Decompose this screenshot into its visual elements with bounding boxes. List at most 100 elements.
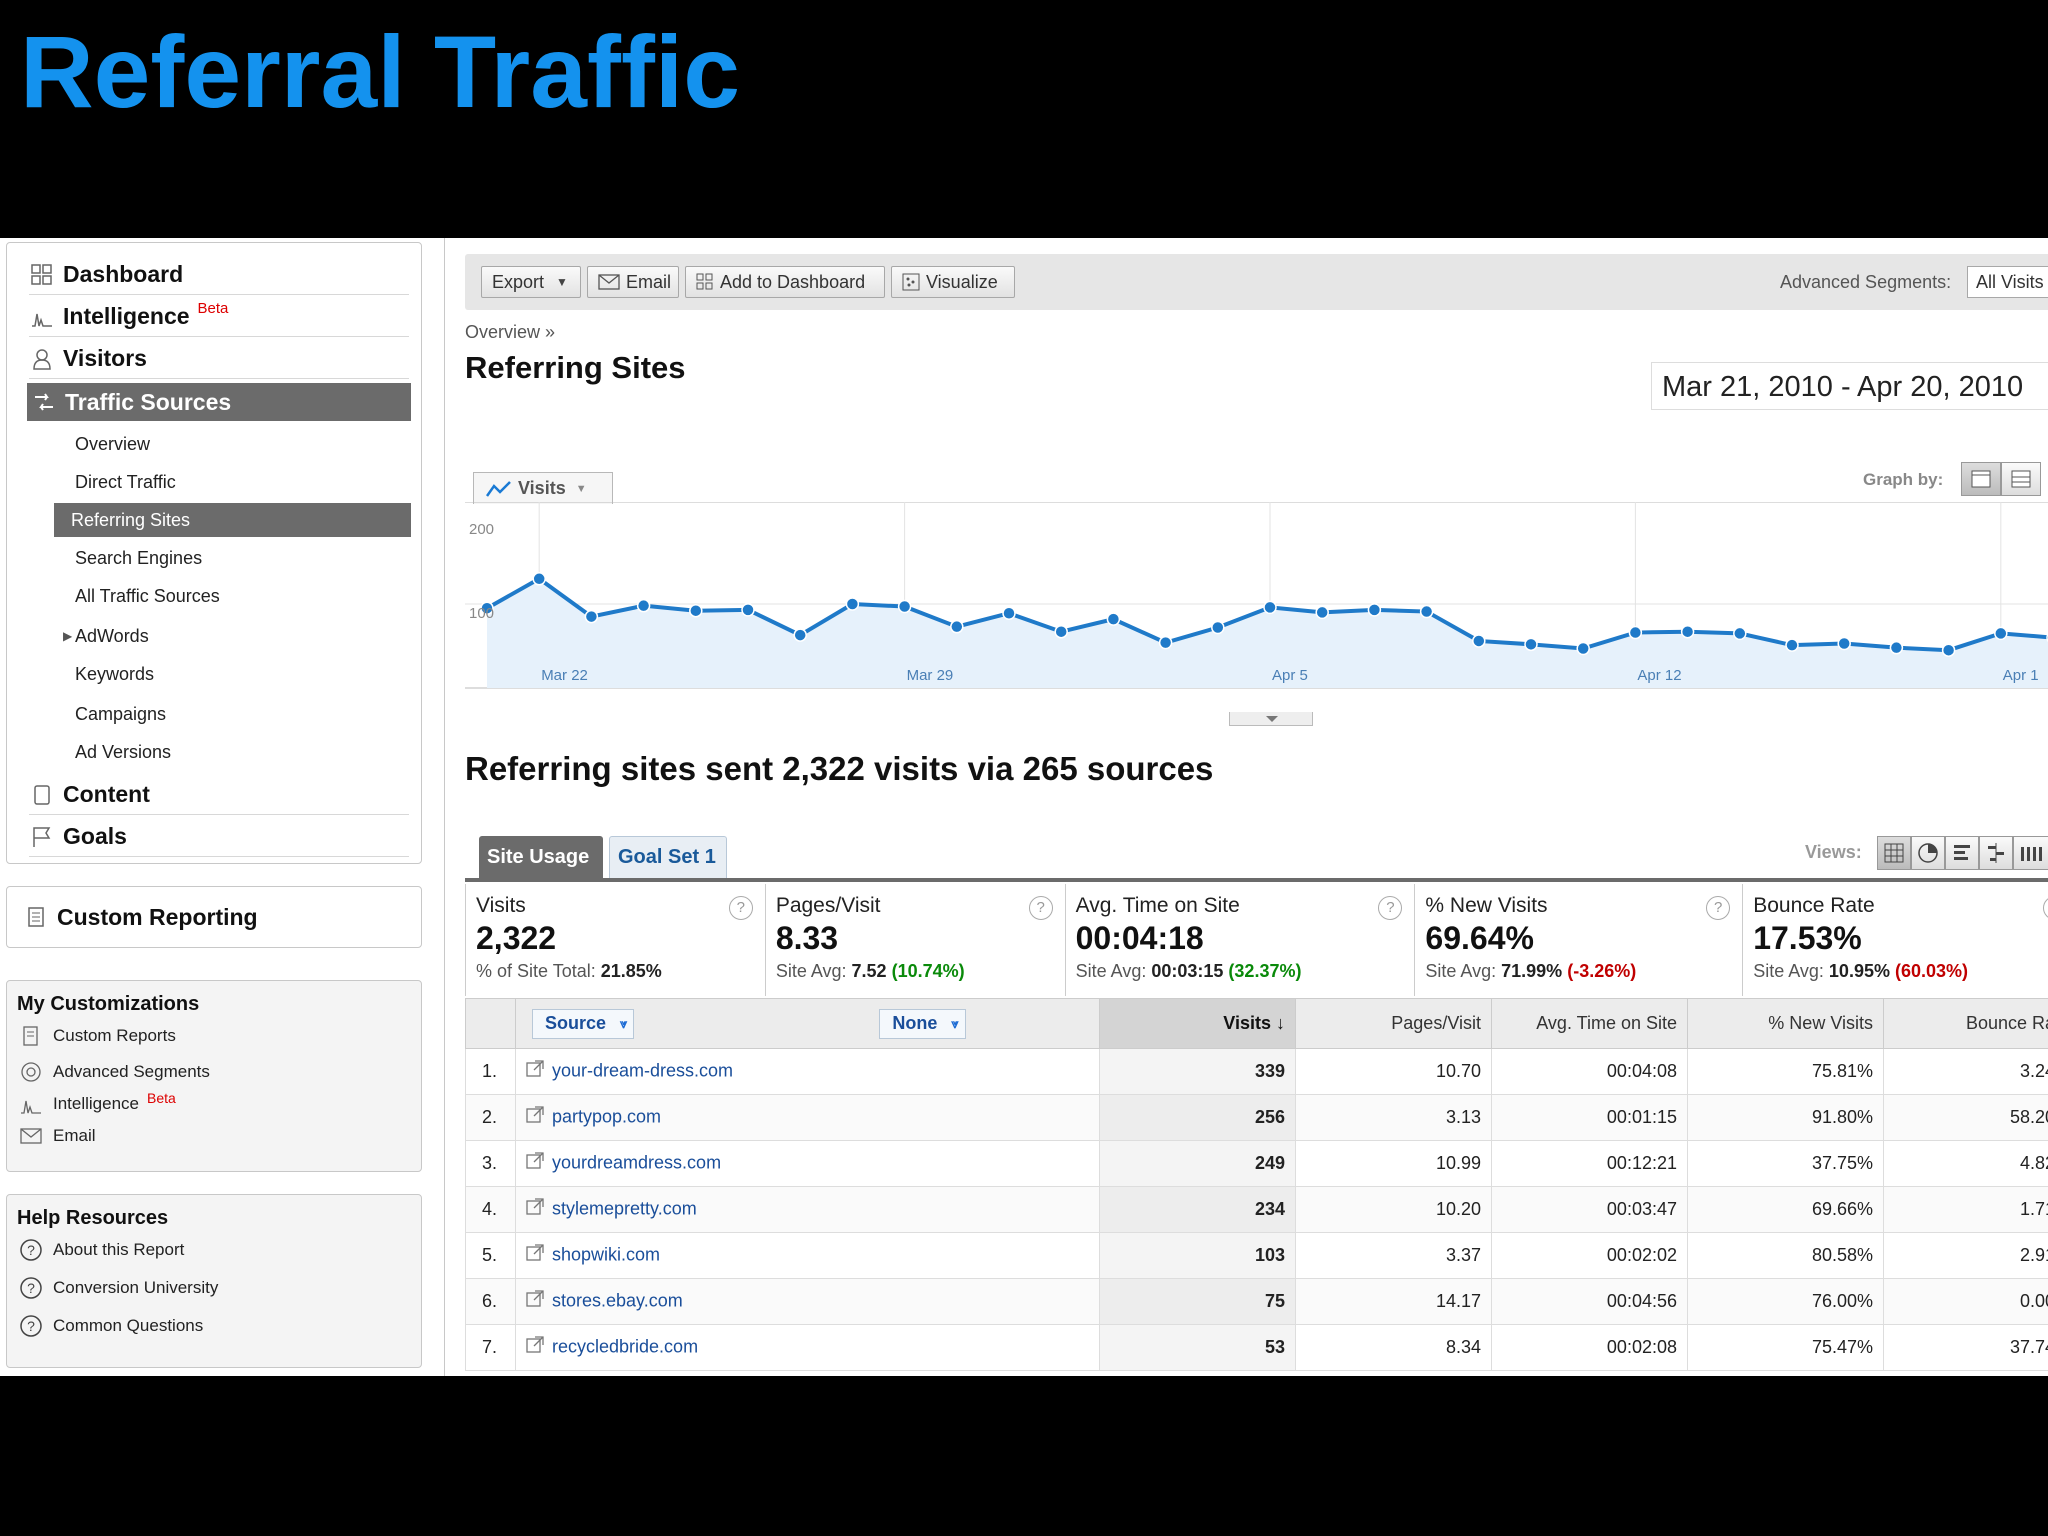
data-point — [1367, 603, 1382, 617]
tab-goal-set-1[interactable]: Goal Set 1 — [609, 836, 727, 878]
custom-reports-link[interactable]: Custom Reports — [19, 1023, 176, 1049]
export-button[interactable]: Export ▼ — [481, 266, 581, 298]
tab-site-usage[interactable]: Site Usage — [479, 836, 603, 878]
nav-sub-adwords[interactable]: AdWords — [75, 626, 149, 646]
chevron-down-icon: ▼ — [556, 275, 568, 289]
about-report-link[interactable]: ? About this Report — [19, 1237, 184, 1263]
external-link-icon[interactable] — [526, 1198, 544, 1221]
email-link[interactable]: Email — [19, 1123, 96, 1149]
nav-content[interactable]: Content — [29, 775, 409, 815]
custom-reporting-link[interactable]: Custom Reporting — [23, 897, 403, 937]
external-link-icon[interactable] — [526, 1290, 544, 1313]
conversion-university-link[interactable]: ? Conversion University — [19, 1275, 218, 1301]
visualize-label: Visualize — [926, 271, 998, 292]
x-tick-label: Mar 22 — [541, 667, 588, 684]
add-to-dashboard-label: Add to Dashboard — [720, 271, 866, 292]
add-to-dashboard-button[interactable]: Add to Dashboard — [685, 266, 885, 298]
nav-sub-keywords[interactable]: Keywords — [75, 664, 155, 684]
secondary-dimension-select[interactable]: None ⩔ — [879, 1008, 966, 1039]
custom-reporting-panel[interactable]: Custom Reporting — [6, 886, 422, 948]
expand-icon[interactable]: ▶ — [63, 629, 73, 643]
x-tick-label: Apr 1 — [2003, 667, 2039, 684]
visits-cell: 53 — [1099, 1324, 1296, 1371]
source-link[interactable]: shopwiki.com — [552, 1244, 661, 1265]
source-link[interactable]: recycledbride.com — [552, 1336, 699, 1357]
tab-underline — [465, 878, 2048, 882]
metric-label: % New Visits — [1425, 894, 1548, 917]
envelope-icon — [598, 274, 620, 290]
data-point — [1576, 641, 1590, 656]
nav-sub-campaigns[interactable]: Campaigns — [75, 704, 167, 724]
metric-label: Avg. Time on Site — [1075, 894, 1240, 917]
graph-metric-label: Visits — [518, 478, 566, 498]
source-link[interactable]: your-dream-dress.com — [552, 1060, 734, 1081]
source-cell: stylemepretty.com — [515, 1186, 1100, 1233]
external-link-icon[interactable] — [526, 1336, 544, 1359]
new-visits-cell: 76.00% — [1687, 1278, 1884, 1325]
data-point — [1680, 624, 1695, 639]
data-point — [584, 609, 599, 624]
chart-resize-handle[interactable] — [1229, 712, 1313, 726]
nav-sub-overview[interactable]: Overview — [75, 434, 151, 454]
email-button[interactable]: Email — [587, 266, 679, 298]
intelligence-link[interactable]: Intelligence Beta — [19, 1090, 176, 1117]
help-icon[interactable]: ? — [1706, 896, 1731, 920]
common-questions-link[interactable]: ? Common Questions — [19, 1313, 203, 1339]
source-link[interactable]: partypop.com — [552, 1106, 662, 1127]
column-header-new-visits[interactable]: % New Visits — [1687, 998, 1884, 1049]
nav-sub-direct-traffic[interactable]: Direct Traffic — [75, 472, 176, 492]
referring-sites-table: Source ⩔ None ⩔ Visits ↓ Pages/Visit Avg. … — [465, 998, 2048, 1371]
column-header-bounce-rate[interactable]: Bounce Ra — [1883, 998, 2048, 1049]
data-point — [1106, 612, 1121, 626]
pages-visit-cell: 3.13 — [1295, 1094, 1492, 1141]
source-link[interactable]: stores.ebay.com — [552, 1290, 683, 1311]
date-range-picker[interactable]: Mar 21, 2010 - Apr 20, 2010 — [1651, 362, 2048, 410]
view-pivot-button[interactable] — [2013, 836, 2048, 870]
visualize-button[interactable]: Visualize — [891, 266, 1015, 298]
help-icon[interactable]: ? — [1378, 896, 1403, 920]
external-link-icon[interactable] — [526, 1152, 544, 1175]
graph-metric-select[interactable]: Visits ▼ — [473, 472, 613, 504]
advanced-segments-link[interactable]: Advanced Segments — [19, 1059, 210, 1085]
help-icon[interactable]: ? — [1028, 896, 1053, 920]
external-link-icon[interactable] — [526, 1106, 544, 1129]
source-link[interactable]: yourdreamdress.com — [552, 1152, 722, 1173]
nav-goals-label: Goals — [63, 823, 127, 849]
nav-visitors[interactable]: Visitors — [29, 339, 409, 379]
view-pie-button[interactable] — [1911, 836, 1945, 870]
advanced-segments-select[interactable]: All Visits — [1967, 266, 2048, 298]
pages-visit-cell: 3.37 — [1295, 1232, 1492, 1279]
visits-cell: 339 — [1099, 1048, 1296, 1095]
breadcrumb[interactable]: Overview » — [465, 322, 556, 342]
nav-traffic-sources[interactable]: Traffic Sources — [27, 383, 411, 421]
column-header-avg-time[interactable]: Avg. Time on Site — [1491, 998, 1688, 1049]
external-link-icon[interactable] — [526, 1060, 544, 1083]
column-header-visits[interactable]: Visits ↓ — [1099, 998, 1296, 1049]
conversion-university-label: Conversion University — [53, 1278, 219, 1297]
nav-sub-all-traffic-sources[interactable]: All Traffic Sources — [75, 586, 220, 606]
pages-visit-cell: 10.20 — [1295, 1186, 1492, 1233]
view-comparison-button[interactable] — [1979, 836, 2013, 870]
data-point — [1002, 606, 1016, 620]
source-link[interactable]: stylemepretty.com — [552, 1198, 697, 1219]
column-header-pages-visit[interactable]: Pages/Visit — [1295, 998, 1492, 1049]
nav-goals[interactable]: Goals — [29, 817, 409, 857]
nav-sub-search-engines[interactable]: Search Engines — [75, 548, 203, 568]
metric-label: Visits — [476, 894, 526, 917]
nav-intelligence[interactable]: Intelligence Beta — [29, 297, 409, 337]
graph-by-week-button[interactable] — [2001, 462, 2041, 496]
external-link-icon[interactable] — [526, 1244, 544, 1267]
help-icon[interactable]: ? — [728, 896, 753, 920]
source-dimension-select[interactable]: Source ⩔ — [532, 1008, 635, 1039]
nav-dashboard[interactable]: Dashboard — [29, 255, 409, 295]
avg-time-cell: 00:03:47 — [1491, 1186, 1688, 1233]
data-point — [1054, 624, 1068, 639]
metric-comparison-prefix: Site Avg: — [1075, 961, 1152, 981]
view-table-button[interactable] — [1877, 836, 1911, 870]
nav-sub-ad-versions[interactable]: Ad Versions — [75, 742, 172, 762]
chevron-down-icon: ▼ — [575, 482, 587, 495]
nav-sub-referring-sites[interactable]: Referring Sites — [54, 503, 411, 537]
graph-by-day-button[interactable] — [1961, 462, 2001, 496]
view-performance-button[interactable] — [1945, 836, 1979, 870]
